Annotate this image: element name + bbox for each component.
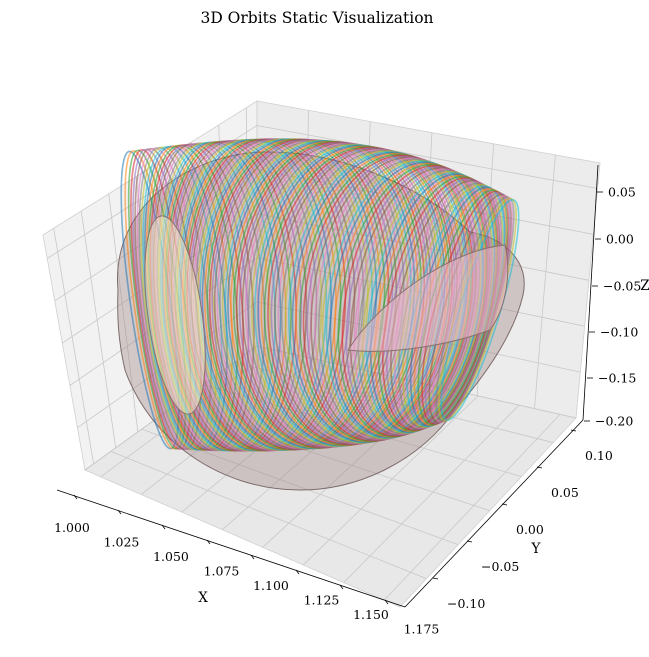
y-tick-label: −0.05 xyxy=(481,559,519,574)
x-tick xyxy=(117,509,122,515)
right-tube-opening xyxy=(347,244,509,352)
x-tick xyxy=(73,494,78,500)
x-tick xyxy=(339,584,344,590)
x-tick xyxy=(206,539,211,545)
x-axis-line xyxy=(56,489,406,608)
z-tick-label: −0.10 xyxy=(600,325,638,340)
y-axis-line xyxy=(404,419,584,608)
x-tick-label: 1.050 xyxy=(153,549,189,564)
wall-grid-line xyxy=(534,154,556,409)
z-tick-label: −0.05 xyxy=(603,279,641,294)
y-axis-label: Y xyxy=(531,541,542,557)
x-tick-label: 1.025 xyxy=(104,535,140,550)
left-tube-opening xyxy=(144,215,206,415)
x-tick-label: 1.100 xyxy=(253,578,289,593)
wall-grid-line xyxy=(256,125,598,189)
axis-lines xyxy=(56,164,599,608)
floor-grid-line xyxy=(302,395,479,566)
floor-grid-line xyxy=(110,451,427,580)
x-tick-label: 1.000 xyxy=(54,520,90,535)
x-tick-label: 1.175 xyxy=(404,622,440,637)
wall-grid-line xyxy=(80,211,117,448)
x-tick xyxy=(161,524,166,530)
z-tick-label: 0.00 xyxy=(606,232,634,247)
y-tick xyxy=(466,540,473,543)
x-tick xyxy=(250,554,255,560)
floor-grid-line xyxy=(234,361,554,443)
orbit-surface xyxy=(117,138,525,491)
wall-grid-line xyxy=(53,228,94,464)
x-tick xyxy=(384,599,389,605)
axis-ticks: 1.000 1.025 1.050 1.075 1.100 1.125 1.150 1.175… xyxy=(54,185,641,637)
y-tick-label: 0.00 xyxy=(516,522,544,537)
y-tick-label: 0.10 xyxy=(585,448,613,463)
y-tick xyxy=(570,429,577,432)
y-tick-label: 0.05 xyxy=(551,485,579,500)
x-tick-label: 1.150 xyxy=(353,607,389,622)
floor-grid-line xyxy=(383,414,561,601)
z-axis-line xyxy=(582,164,599,421)
y-tick xyxy=(536,466,543,469)
y-tick xyxy=(501,503,508,506)
y-tick-label: −0.10 xyxy=(447,596,485,611)
y-tick xyxy=(432,577,439,580)
x-tick-label: 1.075 xyxy=(204,564,240,579)
z-tick-label: −0.20 xyxy=(595,414,633,429)
z-tick-label: −0.15 xyxy=(598,371,636,386)
z-axis-label: Z xyxy=(640,278,649,294)
chart-title: 3D Orbits Static Visualization xyxy=(200,9,433,27)
x-axis-label: X xyxy=(198,590,208,606)
x-tick xyxy=(295,569,300,575)
x-tick-label: 1.125 xyxy=(304,593,340,608)
z-tick-label: 0.05 xyxy=(608,185,636,200)
wall-grid-line xyxy=(108,193,139,432)
floor-grid-line xyxy=(343,404,520,583)
